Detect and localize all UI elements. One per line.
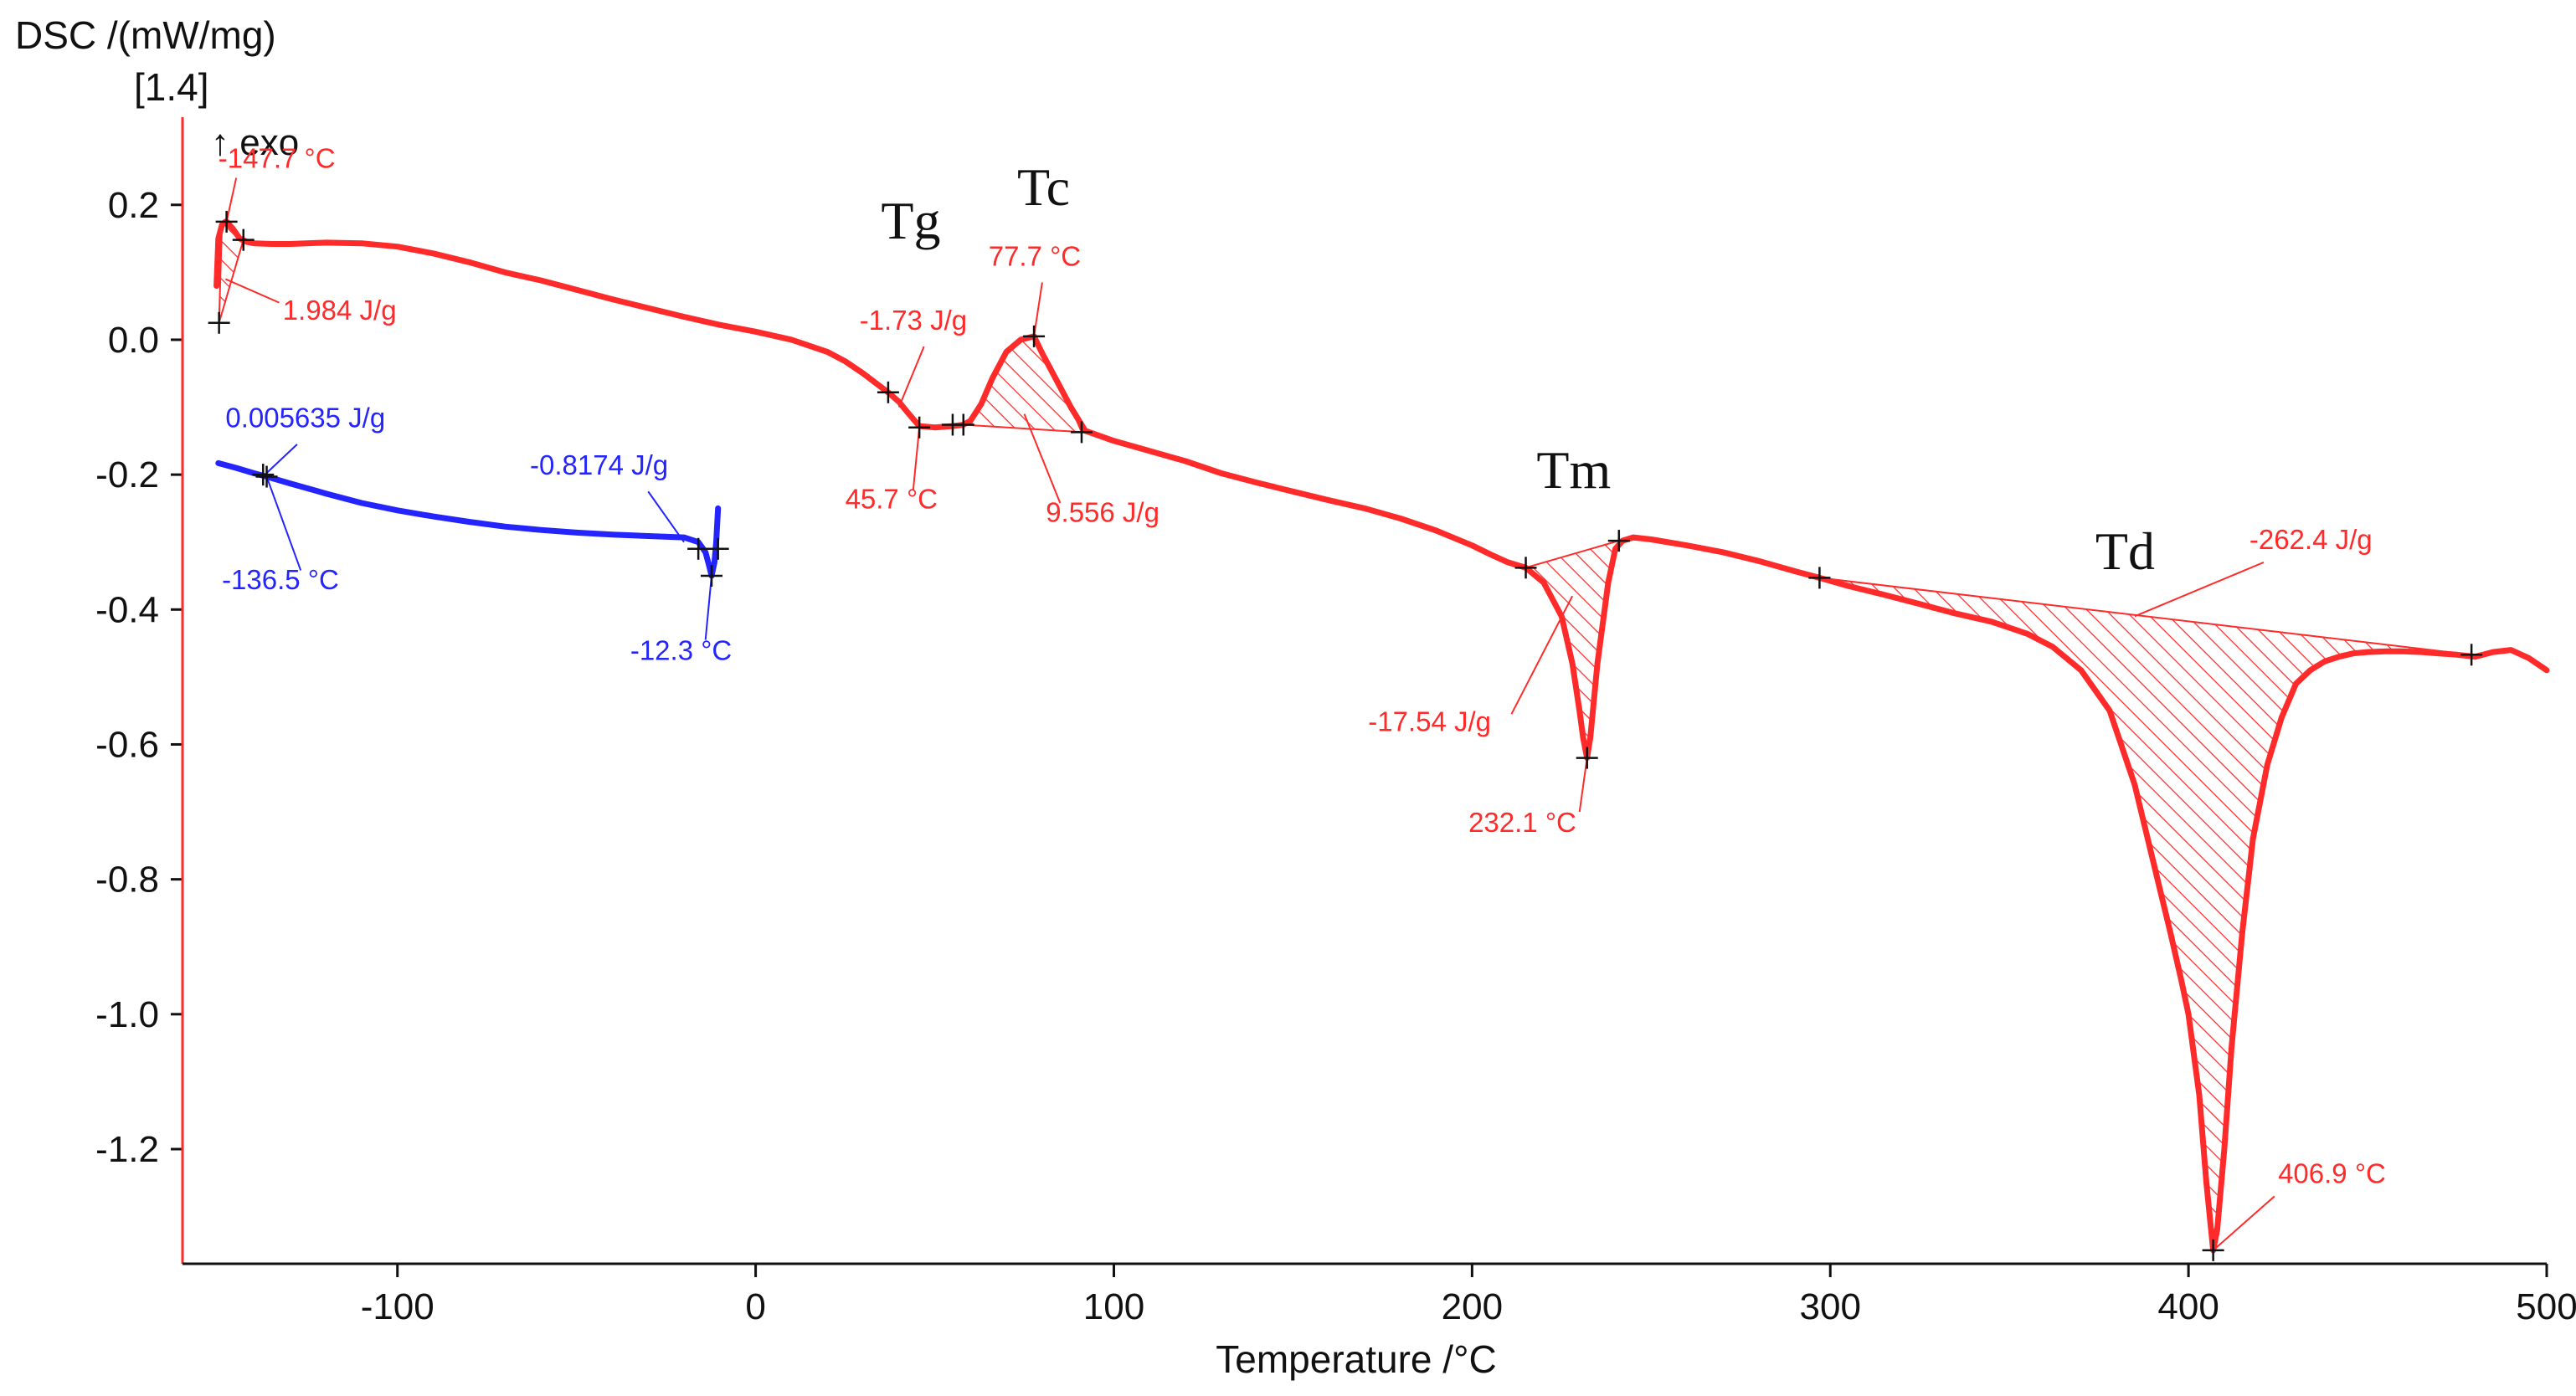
curve-markers [208, 210, 2483, 1261]
marker-cross [1514, 557, 1537, 579]
annotation-label: 9.556 J/g [1046, 497, 1159, 528]
marker-cross [2202, 1239, 2224, 1261]
annotation-label: -262.4 J/g [2250, 524, 2373, 555]
annotation-label: -12.3 °C [630, 635, 732, 666]
y-tick-label: -0.2 [95, 454, 159, 495]
transition-label-td: Td [2095, 521, 2155, 581]
annotation-leader [264, 444, 298, 475]
annotation-label: 406.9 °C [2278, 1157, 2386, 1188]
marker-cross [700, 565, 722, 587]
y-axis-ticks: 0.2 0.0 -0.2 -0.4 -0.6 -0.8 -1.0 -1.2 [95, 185, 183, 1170]
y-tick-label: 0.2 [108, 185, 159, 226]
annotation-leader [2134, 561, 2265, 618]
annotation-label: 77.7 °C [989, 240, 1081, 271]
annotation-label: -147.7 °C [219, 142, 336, 173]
annotation-leader [2212, 1195, 2275, 1251]
annotation-label: 0.005635 J/g [225, 403, 385, 434]
series-line-heating [213, 218, 2550, 1254]
annotation-leader [1510, 595, 1574, 715]
x-tick-label: 100 [1083, 1286, 1144, 1327]
annotation-leader [224, 278, 280, 304]
y-tick-label: -0.6 [95, 724, 159, 765]
y-tick-label: 0.0 [108, 320, 159, 361]
y-tick-label: -0.4 [95, 589, 159, 630]
exo-direction-label: ↑ exo [211, 122, 299, 163]
y-axis-title: DSC /(mW/mg) [15, 13, 276, 57]
annotation-leader [1023, 413, 1062, 504]
series-line-cooling [215, 459, 722, 579]
peak-area-shading [218, 220, 2472, 1251]
peak-annotations: -147.7 °C 1.984 J/g -1.73 J/g 77.7 °C 45.7 °… [219, 142, 2386, 1188]
annotation-label: 45.7 °C [846, 483, 938, 514]
annotation-leader [1033, 282, 1043, 337]
x-tick-label: 200 [1442, 1286, 1503, 1327]
annotation-label: -0.8174 J/g [530, 449, 668, 480]
marker-cross [908, 416, 931, 439]
marker-cross [1023, 325, 1046, 347]
annotation-leader [265, 476, 302, 571]
y-tick-label: -1.2 [95, 1129, 159, 1170]
transition-label-tm: Tm [1536, 440, 1611, 500]
annotation-leader [1578, 757, 1588, 813]
marker-cross [232, 228, 255, 251]
marker-cross [255, 465, 278, 488]
dsc-curves [213, 218, 2550, 1254]
annotation-leader [225, 177, 238, 223]
transition-label-tc: Tc [1017, 157, 1070, 217]
annotation-label: -1.73 J/g [860, 305, 967, 336]
x-axis-ticks: -100 0 100 200 300 400 500 [361, 1264, 2576, 1327]
shaded-region-Tm-peak [1524, 539, 1621, 758]
marker-cross [1070, 421, 1093, 444]
y-tick-label: -0.8 [95, 860, 159, 901]
marker-cross [215, 210, 238, 233]
marker-cross [1808, 567, 1831, 589]
axes-frame [181, 117, 2547, 1265]
marker-cross [208, 311, 230, 334]
annotation-label: 232.1 °C [1468, 807, 1576, 838]
marker-cross [952, 413, 974, 436]
marker-cross [877, 381, 899, 403]
annotation-leader [647, 490, 685, 543]
annotation-leader [897, 346, 925, 408]
y-tick-label: -1.0 [95, 994, 159, 1035]
annotation-label: -17.54 J/g [1368, 706, 1491, 736]
transition-label-tg: Tg [881, 191, 940, 250]
marker-cross [1607, 530, 1630, 552]
shaded-region-Td-peak [1819, 577, 2472, 1251]
x-tick-label: 300 [1800, 1286, 1861, 1327]
annotation-leaders [224, 177, 2275, 1251]
marker-cross [2460, 644, 2483, 666]
annotation-label: 1.984 J/g [283, 295, 397, 326]
x-tick-label: -100 [361, 1286, 434, 1327]
marker-cross [252, 464, 275, 486]
y-axis-bracket: [1.4] [134, 65, 209, 109]
marker-cross [1576, 747, 1598, 769]
marker-cross [707, 537, 729, 560]
x-tick-label: 0 [745, 1286, 765, 1327]
transition-labels: Tg Tc Tm Td [881, 157, 2155, 581]
x-tick-label: 500 [2516, 1286, 2576, 1327]
annotation-label: -136.5 °C [222, 564, 339, 595]
x-tick-label: 400 [2157, 1286, 2219, 1327]
x-axis-title: Temperature /°C [1216, 1337, 1496, 1381]
marker-cross [687, 537, 710, 560]
shaded-region-Tc-peak [960, 335, 1083, 434]
